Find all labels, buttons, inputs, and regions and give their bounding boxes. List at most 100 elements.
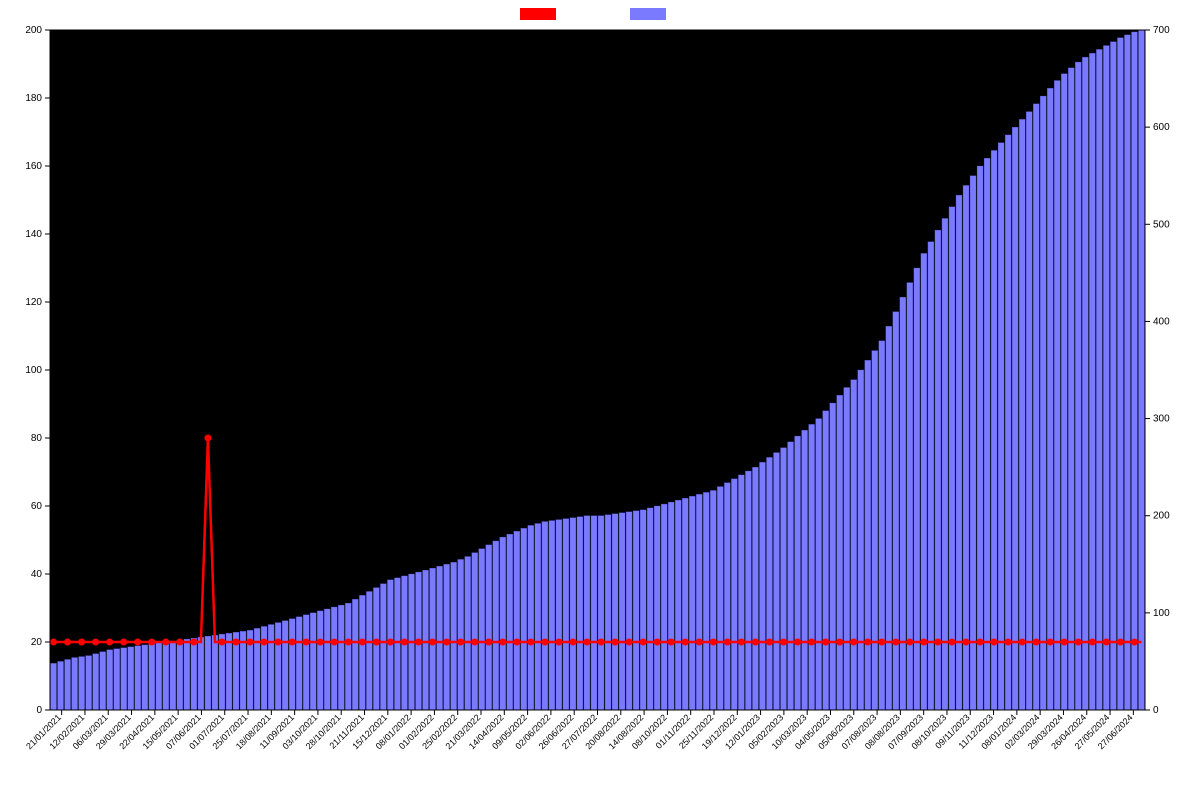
bar <box>338 605 344 710</box>
bar <box>774 453 780 710</box>
line-marker <box>78 639 85 646</box>
bar <box>1033 104 1039 710</box>
bar <box>942 218 948 710</box>
bar <box>570 518 576 710</box>
bar <box>809 424 815 710</box>
bar <box>591 516 597 710</box>
bar <box>1131 32 1137 710</box>
y-left-tick-label: 140 <box>25 229 42 240</box>
line-marker <box>1061 639 1068 646</box>
bar <box>633 511 639 710</box>
y-left-tick-label: 0 <box>36 705 42 716</box>
line-marker <box>934 639 941 646</box>
bar <box>296 617 302 710</box>
bar <box>142 645 148 710</box>
line-marker <box>218 639 225 646</box>
bar <box>738 475 744 710</box>
y-right-tick-label: 600 <box>1153 122 1170 133</box>
y-left-tick-label: 40 <box>31 569 43 580</box>
bar <box>914 268 920 710</box>
bar <box>394 578 400 710</box>
bar <box>963 185 969 710</box>
y-left-tick-label: 160 <box>25 161 42 172</box>
bar <box>156 643 162 710</box>
y-right-tick-label: 100 <box>1153 608 1170 619</box>
bar <box>668 502 674 710</box>
bar <box>275 623 281 710</box>
line-marker <box>766 639 773 646</box>
bar <box>1096 49 1102 710</box>
line-marker <box>977 639 984 646</box>
line-marker <box>415 639 422 646</box>
bar <box>345 603 351 710</box>
bar <box>359 595 365 710</box>
line-marker <box>780 639 787 646</box>
bar <box>1061 74 1067 710</box>
line-marker <box>991 639 998 646</box>
bar <box>1040 96 1046 710</box>
bar <box>163 642 169 710</box>
line-marker <box>710 639 717 646</box>
bar <box>128 647 134 710</box>
line-marker <box>359 639 366 646</box>
bar <box>598 516 604 710</box>
bar <box>521 528 527 710</box>
bar <box>1117 38 1123 710</box>
bar <box>752 467 758 710</box>
y-left-tick-label: 100 <box>25 365 42 376</box>
bar <box>577 517 583 710</box>
bar <box>100 652 106 710</box>
bar <box>114 649 120 710</box>
line-marker <box>668 639 675 646</box>
bar <box>65 659 71 710</box>
bar <box>781 448 787 710</box>
line-marker <box>612 639 619 646</box>
bar <box>86 656 92 710</box>
bar <box>107 650 113 710</box>
line-marker <box>485 639 492 646</box>
line-marker <box>906 639 913 646</box>
bar <box>830 403 836 710</box>
line-marker <box>303 639 310 646</box>
bar <box>205 636 211 710</box>
bar <box>661 504 667 710</box>
line-marker <box>583 639 590 646</box>
line-marker <box>275 639 282 646</box>
line-marker <box>598 639 605 646</box>
bar <box>900 297 906 710</box>
bar <box>1012 127 1018 710</box>
bar <box>149 644 155 710</box>
bar <box>696 494 702 710</box>
line-marker <box>696 639 703 646</box>
bar <box>184 639 190 710</box>
bar <box>991 150 997 710</box>
bar <box>373 588 379 710</box>
bar <box>907 283 913 710</box>
line-marker <box>794 639 801 646</box>
line-marker <box>106 639 113 646</box>
bar <box>437 566 443 710</box>
bar <box>226 633 232 710</box>
line-marker <box>1089 639 1096 646</box>
bar <box>486 545 492 710</box>
bar <box>928 242 934 710</box>
bar <box>788 442 794 710</box>
line-marker <box>640 639 647 646</box>
line-marker <box>569 639 576 646</box>
bar <box>324 609 330 710</box>
bar <box>352 599 358 710</box>
bar <box>58 661 64 710</box>
bar <box>1124 35 1130 710</box>
bar <box>310 613 316 710</box>
bar <box>93 654 99 710</box>
y-left-tick-label: 20 <box>31 637 43 648</box>
bar <box>198 637 204 710</box>
line-marker <box>317 639 324 646</box>
line-marker <box>850 639 857 646</box>
bar <box>423 570 429 710</box>
y-left-tick-label: 60 <box>31 501 43 512</box>
y-left-tick-label: 200 <box>25 25 42 36</box>
y-right-tick-label: 0 <box>1153 705 1159 716</box>
bar <box>626 512 632 710</box>
line-marker <box>134 639 141 646</box>
